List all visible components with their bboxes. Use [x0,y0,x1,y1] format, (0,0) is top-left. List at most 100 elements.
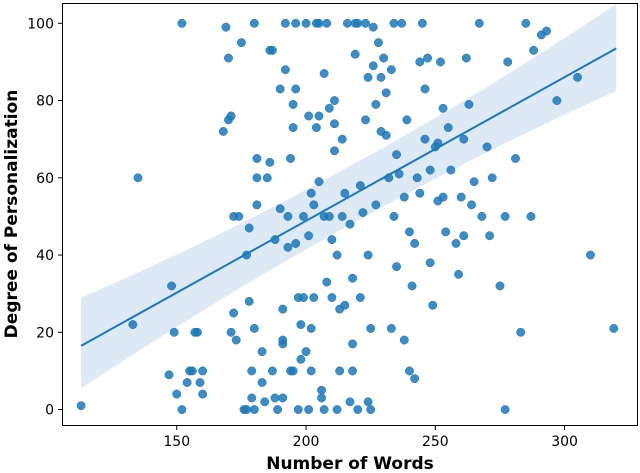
data-point [177,405,187,415]
data-point [167,281,177,291]
data-point [169,327,179,337]
data-point [128,320,138,330]
data-point [500,405,510,415]
data-point [368,61,378,71]
x-tick-label: 300 [551,434,578,450]
data-point [337,211,347,221]
data-point [363,250,373,260]
data-point [381,88,391,98]
data-point [386,65,396,75]
data-point [314,111,324,121]
data-point [195,378,205,387]
data-point [236,38,246,48]
data-point [301,18,311,28]
data-point [327,235,337,245]
data-point [291,239,301,248]
data-point [293,405,303,415]
data-point [314,18,324,28]
data-point [304,231,314,241]
data-point [299,293,308,302]
data-point [529,45,539,55]
y-tick-label: 20 [36,325,54,341]
data-point [249,323,259,333]
data-point [368,22,378,32]
data-point [495,281,505,291]
data-point [552,96,562,106]
data-point [415,188,425,198]
y-tick-label: 60 [36,171,54,187]
data-point [252,173,262,183]
data-point [420,134,430,144]
data-point [247,393,257,403]
data-point [309,293,319,302]
data-point [330,146,339,156]
data-point [270,393,280,403]
points-layer [76,18,619,415]
data-point [586,250,595,260]
data-point [133,173,143,183]
data-point [340,188,350,198]
data-point [317,393,327,403]
data-point [441,227,451,237]
data-point [446,165,456,175]
data-point [381,130,391,140]
data-point [417,18,427,28]
data-point [319,405,329,415]
data-point [278,335,288,345]
data-point [229,308,239,318]
data-point [330,119,339,129]
data-point [322,18,332,28]
data-point [389,211,399,221]
data-point [516,327,526,337]
data-point [306,323,316,333]
data-point [275,84,285,94]
y-axis: 0 20 40 60 80 100 [27,16,63,419]
x-tick-label: 250 [422,434,449,450]
data-point [477,211,487,221]
data-point [487,173,497,183]
data-point [353,405,363,415]
data-point [425,165,435,175]
regression-line [80,47,617,347]
data-point [193,327,202,337]
data-point [286,154,295,163]
data-point [288,99,298,109]
data-point [327,293,337,302]
data-point [187,366,197,376]
data-point [366,323,376,333]
data-point [280,18,290,28]
data-point [353,18,363,28]
data-point [485,231,495,241]
data-point [301,347,311,357]
data-point [332,250,342,260]
data-point [249,405,259,415]
data-point [296,354,306,364]
data-point [345,219,355,229]
data-point [340,300,350,310]
data-point [224,53,233,63]
data-point [252,154,262,163]
data-point [474,18,484,28]
data-point [330,96,339,106]
data-point [267,45,277,55]
data-point [420,84,430,94]
data-point [335,366,345,376]
data-point [412,173,422,183]
data-point [257,347,267,357]
data-point [456,192,466,202]
data-point [361,18,370,28]
data-point [410,374,420,384]
data-point [438,103,448,113]
data-point [324,211,334,221]
x-axis-title: Number of Words [266,454,434,473]
data-point [283,211,293,221]
data-point [358,208,368,218]
data-point [464,99,474,109]
data-point [399,192,409,202]
data-point [405,366,414,376]
data-point [511,154,520,163]
data-point [226,327,236,337]
data-point [311,123,321,133]
data-point [573,72,582,82]
